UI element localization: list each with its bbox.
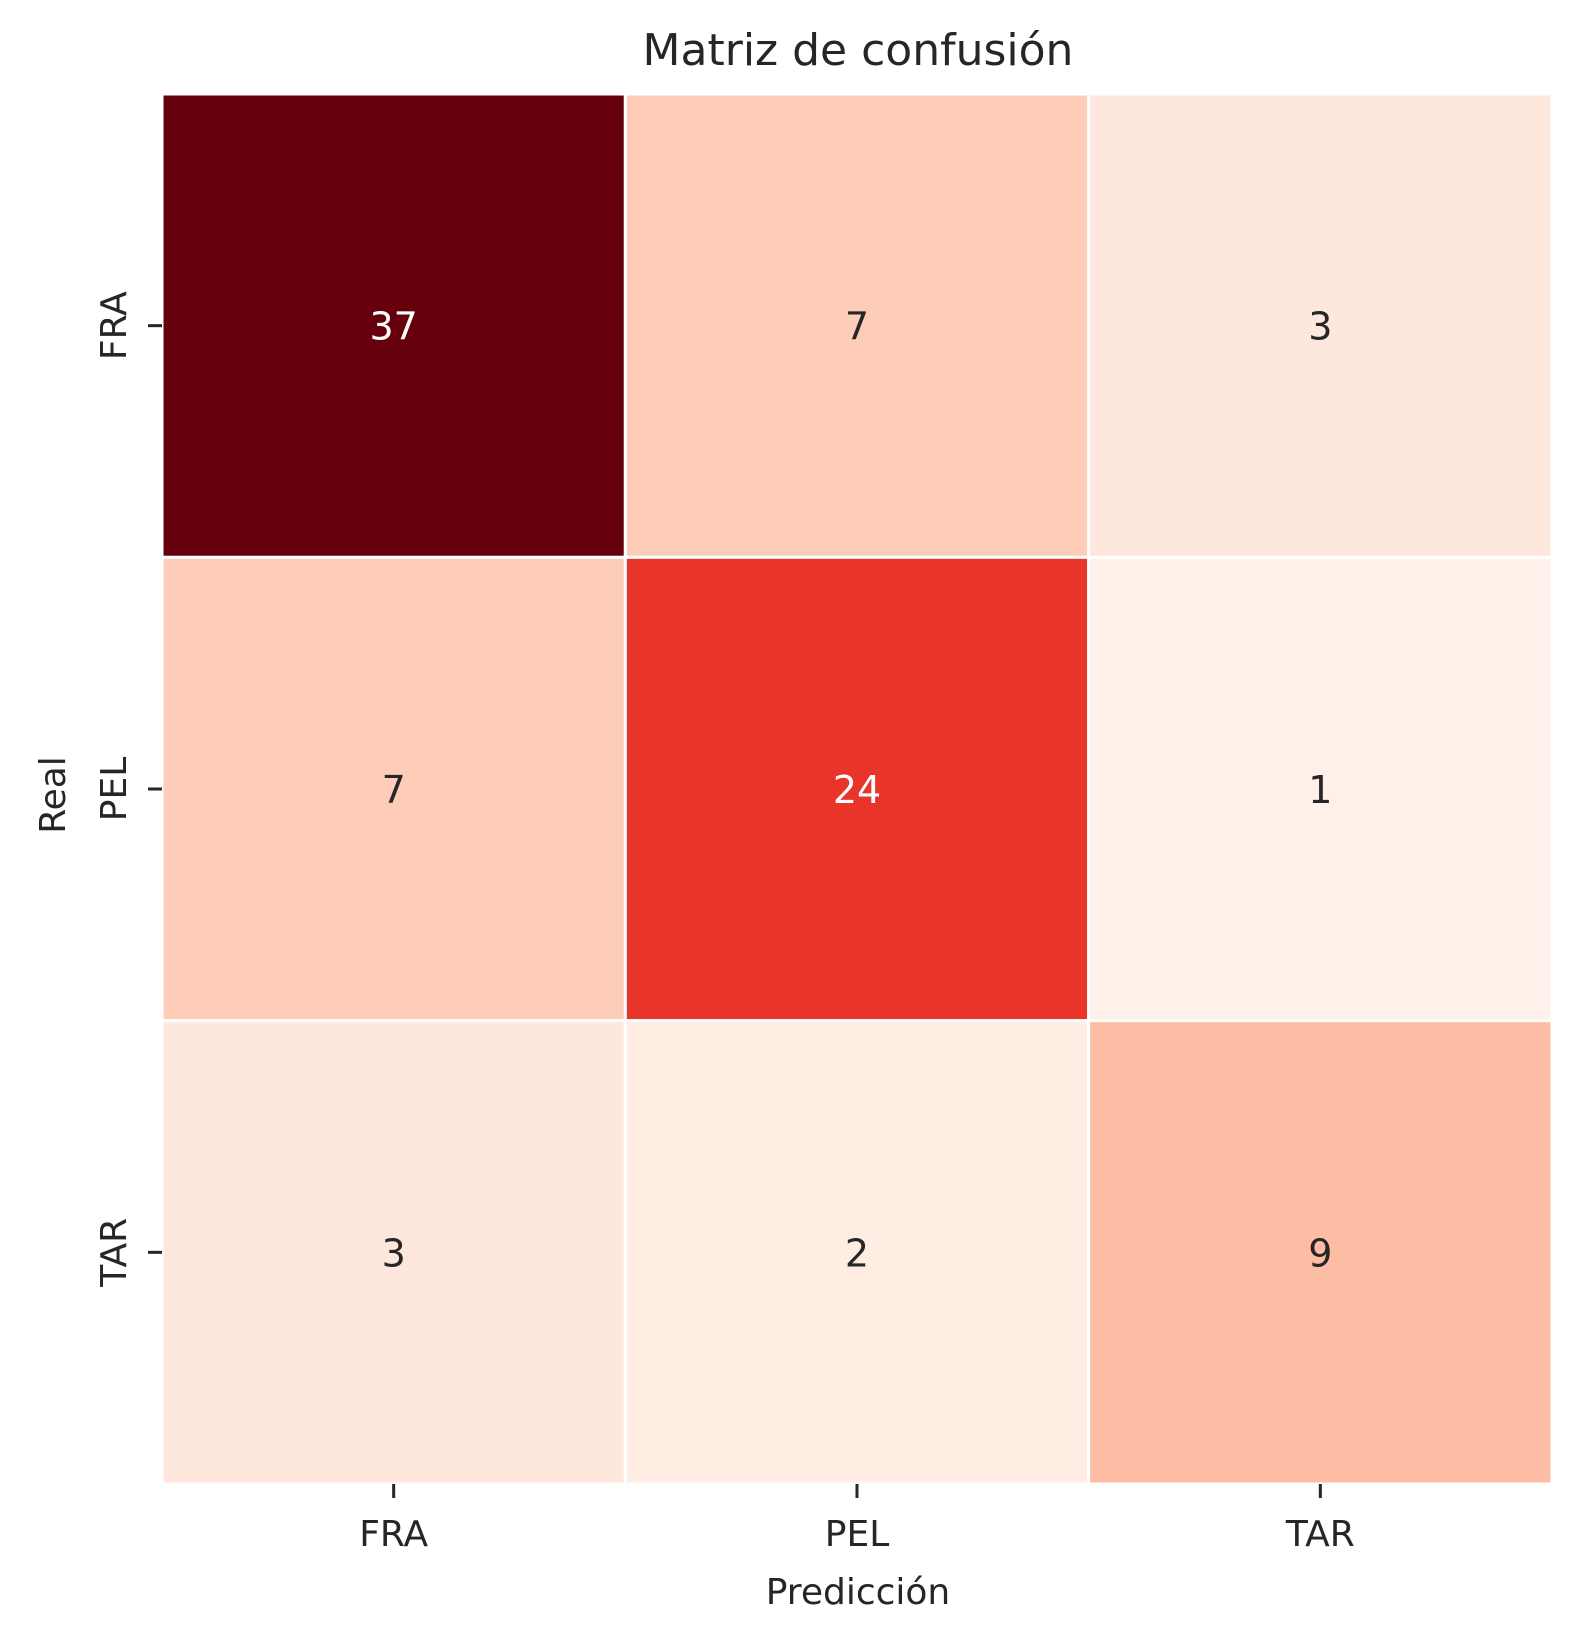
y-tick-label-fra: FRA xyxy=(94,291,135,360)
x-tick-label-tar: TAR xyxy=(1285,1514,1355,1555)
y-tick-label-tar: TAR xyxy=(94,1218,135,1288)
x-axis: FRA PEL TAR xyxy=(359,1484,1355,1555)
y-axis: FRA PEL TAR xyxy=(94,291,162,1288)
y-axis-title: Real xyxy=(33,756,74,834)
heatmap-value-labels: 37 7 37 24 13 2 9 xyxy=(369,305,1332,1276)
cell-value-label-tar-pel: 2 xyxy=(845,1231,869,1275)
cell-value-label-pel-tar: 1 xyxy=(1308,768,1332,812)
y-tick-label-pel: PEL xyxy=(94,757,135,822)
heatmap-cell-tar-fra xyxy=(160,1019,627,1486)
x-tick-label-pel: PEL xyxy=(825,1514,890,1555)
chart-title: Matriz de confusión xyxy=(643,25,1074,76)
heatmap-cell-fra-pel xyxy=(623,92,1091,559)
cell-value-label-pel-pel: 24 xyxy=(833,768,881,812)
heatmap-cell-fra-fra xyxy=(160,92,627,559)
heatmap-cell-tar-pel xyxy=(623,1019,1091,1486)
x-axis-title: Predicción xyxy=(766,1572,951,1613)
cell-value-label-fra-pel: 7 xyxy=(845,305,869,349)
cell-value-label-fra-fra: 37 xyxy=(369,305,417,349)
x-tick-label-fra: FRA xyxy=(359,1514,428,1555)
cell-value-label-tar-tar: 9 xyxy=(1308,1231,1332,1275)
heatmap-cells xyxy=(160,92,1554,1486)
heatmap-cell-pel-fra xyxy=(160,555,627,1023)
cell-value-label-pel-fra: 7 xyxy=(382,768,406,812)
heatmap-cell-pel-tar xyxy=(1087,555,1554,1023)
cell-value-label-fra-tar: 3 xyxy=(1308,305,1332,349)
cell-value-label-tar-fra: 3 xyxy=(382,1231,406,1275)
heatmap-cell-pel-pel xyxy=(623,555,1091,1023)
heatmap-cell-fra-tar xyxy=(1087,92,1554,559)
